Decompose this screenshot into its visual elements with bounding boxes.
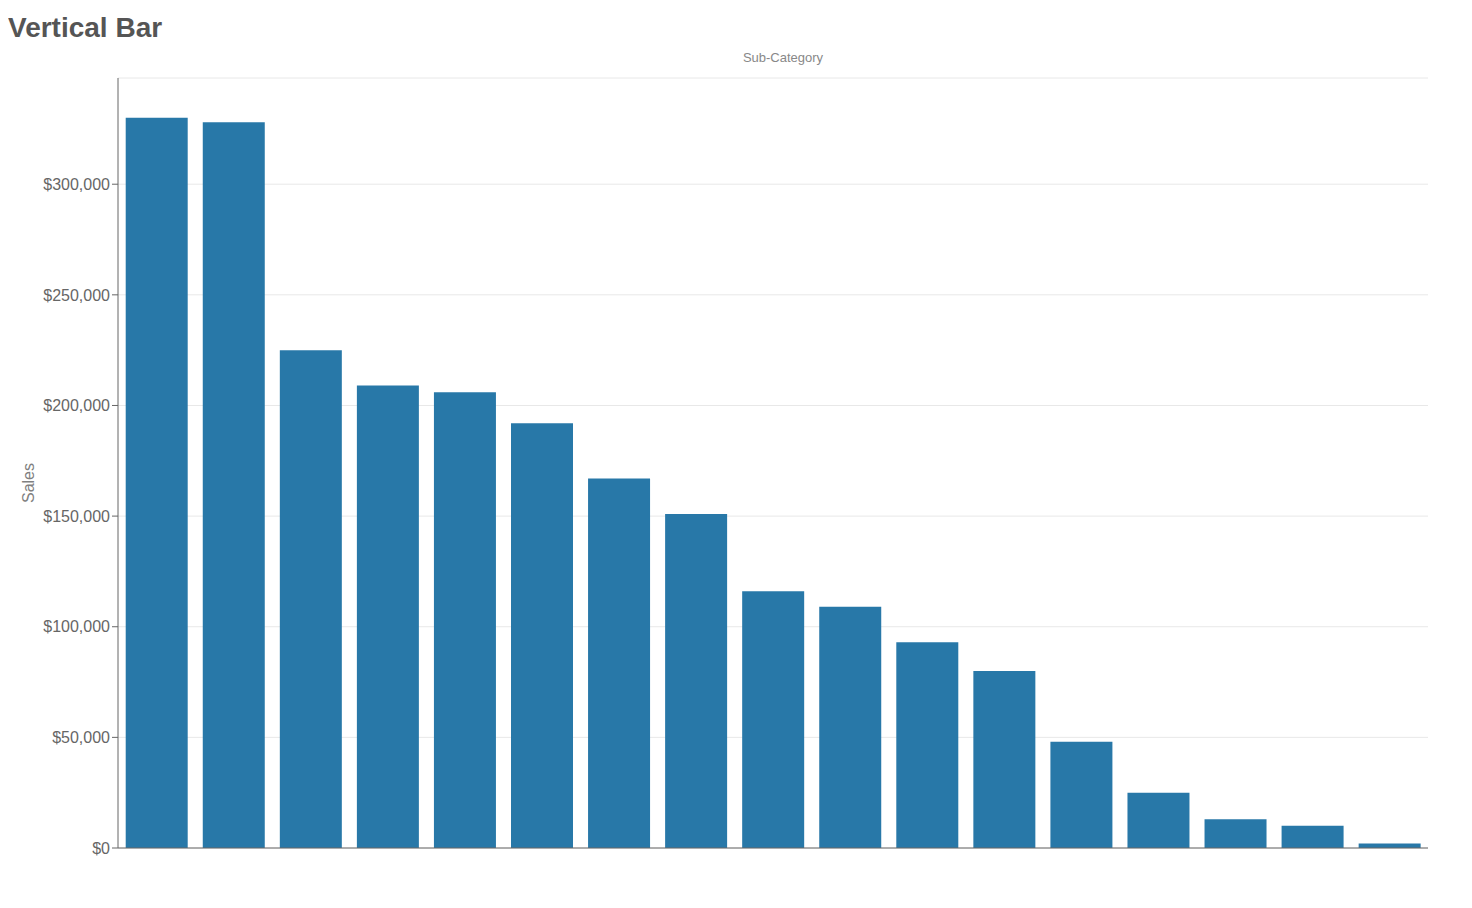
svg-text:$50,000: $50,000 <box>52 729 110 746</box>
svg-text:Sales: Sales <box>20 463 37 503</box>
html-text:Vertical Bar: Vertical Bar <box>8 12 163 43</box>
svg-text:$100,000: $100,000 <box>43 618 110 635</box>
svg-text:$0: $0 <box>92 840 110 857</box>
svg-text:$200,000: $200,000 <box>43 397 110 414</box>
svg-text:$250,000: $250,000 <box>43 287 110 304</box>
html-text:Sub-Category: Sub-Category <box>742 50 824 65</box>
svg-text:$300,000: $300,000 <box>43 176 110 193</box>
svg-text:$150,000: $150,000 <box>43 508 110 525</box>
